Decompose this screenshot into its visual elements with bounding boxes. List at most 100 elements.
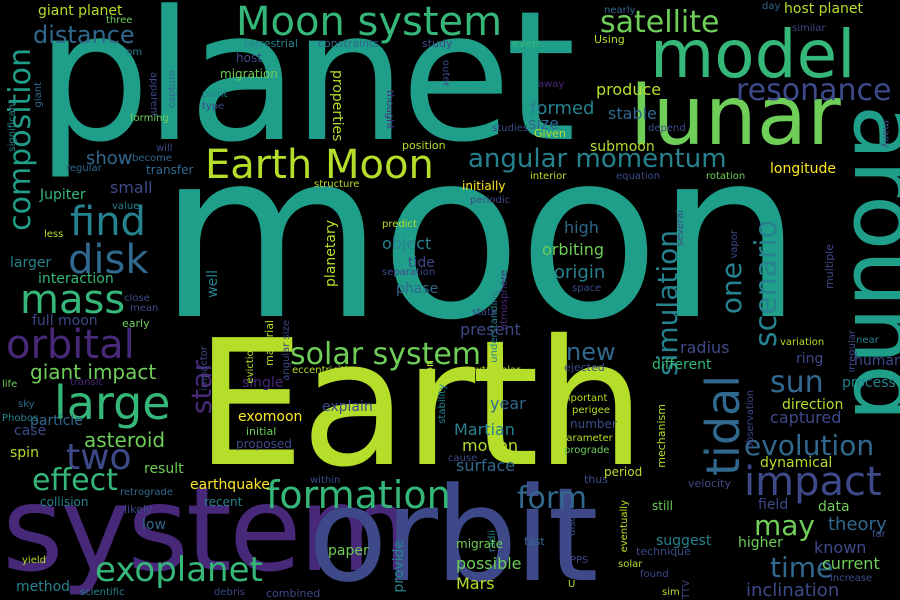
word-surface: surface (456, 456, 516, 475)
word-small-44: multiple (823, 244, 836, 289)
word-show: show (86, 148, 133, 169)
word-small-91: combined (266, 587, 321, 600)
word-small-79: technique (636, 545, 691, 558)
word-distance: distance (33, 21, 135, 49)
word-martian: Martian (454, 420, 515, 439)
word-small-75: still (652, 499, 673, 513)
word-simulation: simulation (651, 230, 684, 376)
word-effect: effect (32, 463, 118, 498)
word-small-100: studies (492, 123, 528, 134)
word-low: low (142, 517, 166, 533)
word-time: time (770, 551, 834, 584)
word-provide: provide (391, 540, 407, 593)
word-small-88: yield (22, 555, 46, 566)
word-theory: theory (828, 514, 887, 535)
word-small-94: many (880, 120, 891, 149)
word-small-64: parameter (560, 433, 613, 444)
word-field: field (758, 497, 789, 513)
word-small-102: state (472, 307, 498, 318)
word-asteroid: asteroid (84, 428, 166, 452)
word-small-33: eviction (245, 344, 256, 384)
word-small: small (110, 178, 153, 197)
word-small-62: stability (437, 384, 448, 424)
word-small-78: fast (524, 535, 545, 548)
word-small-19: significant (7, 100, 18, 152)
word-small-37: early (122, 317, 150, 330)
word-single: single (242, 375, 284, 391)
word-small-83: solar (618, 559, 643, 570)
word-small-25: interior (530, 171, 567, 182)
word-around: around (833, 105, 900, 422)
word-lunar: lunar (630, 69, 841, 164)
word-small-56: important (558, 393, 608, 404)
word-current: current (822, 554, 880, 573)
word-small-40: separation (382, 267, 436, 278)
word-present: present (460, 320, 521, 339)
word-planetary: planetary (323, 220, 339, 287)
word-small-43: several (675, 210, 686, 247)
word-formed: formed (530, 98, 595, 119)
word-object: object (382, 234, 432, 253)
word-small-28: periodic (470, 195, 511, 206)
word-scenario: scenario (749, 220, 784, 348)
word-small-27: rotation (706, 171, 746, 182)
word-giant-impact: giant impact (30, 360, 157, 384)
word-small-99: Given (534, 127, 566, 140)
word-small-80: migrate (456, 537, 504, 551)
word-small-93: similar (792, 23, 826, 34)
word-small-63: mechanism (655, 404, 668, 468)
word-process: process (842, 375, 896, 391)
word-host-planet: host planet (784, 1, 864, 17)
word-properties: properties (329, 70, 345, 142)
word-interaction: interaction (38, 271, 114, 287)
word-exoplanet: exoplanet (95, 550, 263, 590)
word-small-59: initial (246, 425, 277, 438)
word-small-57: perigee (572, 405, 611, 416)
word-small-12: point (202, 89, 228, 100)
word-tide: tide (408, 255, 435, 271)
word-small-86: increase (830, 573, 873, 584)
word-small-73: period (604, 465, 643, 479)
word-one: one (715, 262, 748, 315)
word-small-70: likely (124, 503, 153, 516)
word-ring: ring (796, 351, 824, 367)
word-small-26: equation (616, 171, 661, 182)
word-mass: mass (20, 277, 126, 323)
word-direction: direction (782, 397, 844, 413)
word-small-8: host (236, 51, 262, 65)
word-planet: planet (36, 0, 576, 182)
word-small-67: within (310, 475, 341, 486)
word-small-103: U (568, 579, 576, 590)
word-small-2: study (422, 37, 453, 50)
word-exomoon: exomoon (238, 409, 303, 425)
word-produce: produce (596, 80, 662, 99)
word-may: may (754, 509, 816, 542)
word-small-54: sky (18, 399, 35, 410)
word-small-48: near (856, 335, 879, 346)
word-small-34: impactor (199, 346, 210, 391)
word-small-60: proposed (236, 437, 292, 451)
word-small-89: scientific (80, 587, 125, 598)
word-collision: collision (40, 495, 89, 509)
word-small-11: capture (167, 70, 178, 109)
word-small-4: Using (594, 33, 625, 46)
word-orbital: orbital (6, 322, 135, 368)
word-small-17: transfer (146, 163, 194, 177)
word-phase: phase (396, 281, 439, 297)
word-small-82: found (640, 569, 669, 580)
word-explain: explain (322, 399, 373, 415)
word-small-87: far (872, 529, 886, 540)
word-formation: formation (266, 473, 451, 517)
word-evolution: evolution (744, 429, 875, 462)
word-small-35: mean (130, 303, 159, 314)
word-small-18: regular (66, 163, 102, 174)
word-small-53: life (2, 379, 18, 390)
word-origin: origin (554, 262, 606, 283)
word-longitude: longitude (770, 161, 836, 177)
word-small-96: away (538, 79, 565, 90)
word-small-101: position (402, 139, 446, 152)
word-small-13: type (202, 101, 225, 112)
word-small-5: nearly (604, 5, 636, 16)
word-earth: Earth (195, 303, 646, 506)
